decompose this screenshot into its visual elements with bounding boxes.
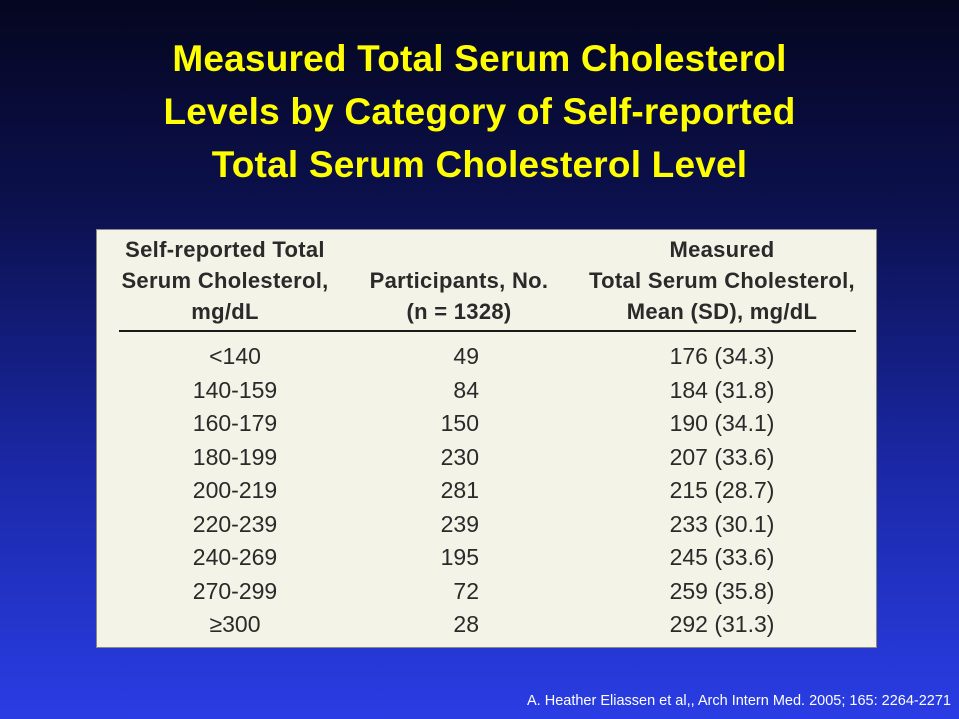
participants-cell: 28: [453, 611, 479, 637]
participants-cell: 239: [440, 510, 479, 537]
title-line-3: Total Serum Cholesterol Level: [211, 144, 748, 185]
participants-cell: 150: [440, 410, 479, 436]
column-header-line: Self-reported Total: [125, 237, 325, 262]
title-line-2: Levels by Category of Self-reported: [163, 91, 796, 132]
self-reported-range-cell: <140: [209, 343, 261, 369]
self-reported-range-cell: 160-179: [192, 410, 278, 436]
measured-mean-cell: 207 (33.6): [669, 443, 775, 470]
participants-cell: 72: [453, 577, 479, 604]
self-reported-range-cell: 180-199: [192, 443, 278, 470]
title-line-1: Measured Total Serum Cholesterol: [172, 38, 787, 79]
self-reported-range-cell: 270-299: [192, 577, 278, 604]
participants-cell: 49: [453, 343, 479, 369]
self-reported-range-cell: 240-269: [192, 544, 278, 570]
measured-mean-cell: 245 (33.6): [669, 544, 775, 570]
table-row: 220-239 239 233 (30.1): [97, 508, 876, 542]
table-row: 160-179 150 190 (34.1): [97, 407, 876, 441]
column-header-line: mg/dL: [191, 299, 259, 324]
self-reported-range-cell: 140-159: [192, 376, 278, 403]
table-row: ≥300 28 292 (31.3): [97, 608, 876, 642]
measured-mean-cell: 190 (34.1): [669, 410, 775, 436]
column-header-line: Total Serum Cholesterol,: [589, 268, 855, 293]
header-divider: [119, 330, 856, 332]
column-header-measured: Measured Total Serum Cholesterol, Mean (…: [581, 234, 863, 327]
table-row: <140 49 176 (34.3): [97, 340, 876, 374]
citation: A. Heather Eliassen et al,, Arch Intern …: [527, 693, 951, 709]
table-row: 180-199 230 207 (33.6): [97, 441, 876, 475]
measured-mean-cell: 215 (28.7): [669, 477, 775, 503]
table-row: 240-269 195 245 (33.6): [97, 541, 876, 575]
table-row: 140-159 84 184 (31.8): [97, 374, 876, 408]
participants-cell: 230: [440, 443, 479, 470]
column-header-line: Mean (SD), mg/dL: [626, 299, 818, 324]
participants-cell: 84: [453, 376, 479, 403]
cholesterol-table: Self-reported Total Serum Cholesterol, m…: [96, 229, 877, 648]
column-header-line: Participants, No.: [369, 268, 549, 293]
column-header-line: Measured: [669, 237, 775, 262]
participants-cell: 281: [440, 477, 479, 503]
measured-mean-cell: 233 (30.1): [669, 510, 775, 537]
table-row: 200-219 281 215 (28.7): [97, 474, 876, 508]
self-reported-range-cell: ≥300: [209, 611, 261, 637]
measured-mean-cell: 184 (31.8): [669, 376, 775, 403]
measured-mean-cell: 259 (35.8): [669, 577, 775, 604]
column-header-participants: Participants, No. (n = 1328): [359, 265, 559, 327]
participants-cell: 195: [440, 544, 479, 570]
self-reported-range-cell: 200-219: [192, 477, 278, 503]
self-reported-range-cell: 220-239: [192, 510, 278, 537]
column-header-self-reported: Self-reported Total Serum Cholesterol, m…: [115, 234, 335, 327]
table-row: 270-299 72 259 (35.8): [97, 575, 876, 609]
column-header-line: (n = 1328): [406, 299, 512, 324]
slide-title: Measured Total Serum Cholesterol Levels …: [0, 32, 959, 191]
measured-mean-cell: 176 (34.3): [669, 343, 775, 369]
table-body: <140 49 176 (34.3) 140-159 84 184 (31.8)…: [97, 340, 876, 642]
measured-mean-cell: 292 (31.3): [669, 611, 775, 637]
column-header-line: Serum Cholesterol,: [121, 268, 329, 293]
